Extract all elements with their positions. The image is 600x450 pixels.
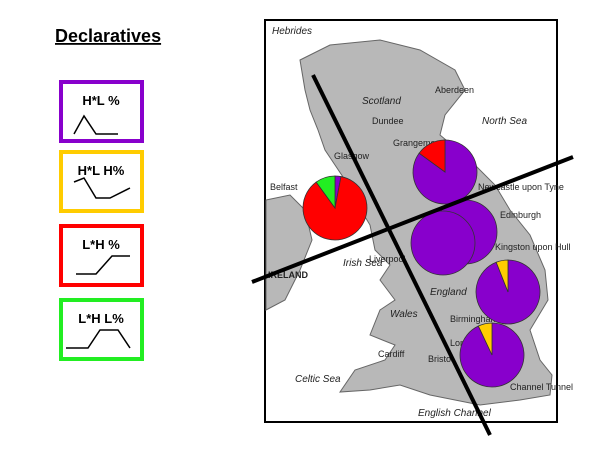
pie-slice <box>410 210 476 276</box>
divider-line <box>251 155 574 284</box>
map-label: Dundee <box>372 116 404 126</box>
legend-label: H*L H% <box>78 163 125 178</box>
legend-label: L*H % <box>82 237 120 252</box>
title: Declaratives <box>55 26 161 46</box>
pie-slice <box>418 139 446 173</box>
pie-slice <box>477 322 493 356</box>
legend-label: L*H L% <box>78 311 124 326</box>
map-label: Edinburgh <box>500 210 541 220</box>
map-label: Birmingham <box>450 314 498 324</box>
ireland <box>265 194 313 311</box>
divider-line <box>311 74 492 436</box>
map-label: Irish Sea <box>343 258 383 269</box>
legend-contour <box>76 255 130 275</box>
map-label: Newcastle upon Tyne <box>478 182 564 192</box>
map-label: Grangemouth <box>393 138 448 148</box>
map-label: Kingston upon Hull <box>495 242 571 252</box>
map-label: England <box>430 287 467 298</box>
legend-box <box>59 150 144 213</box>
legend-contour <box>73 114 118 135</box>
map-label: Wales <box>390 309 418 320</box>
map-label: Aberdeen <box>435 85 474 95</box>
legend-box <box>59 80 144 143</box>
pie-slice <box>315 175 336 210</box>
legend: H*L % H*L H% L*H % L*H L% <box>59 80 144 361</box>
legend-contour <box>66 329 131 349</box>
map-label: Scotland <box>362 96 401 107</box>
map-label: Liverpool <box>369 254 406 264</box>
pie-slice <box>495 259 509 293</box>
map-label: Celtic Sea <box>295 374 341 385</box>
map-label: Hebrides <box>272 26 312 37</box>
pies <box>302 139 541 388</box>
map-label: North Sea <box>482 116 527 127</box>
legend-contour <box>73 177 131 199</box>
map-label: English Channel <box>418 408 492 419</box>
map-label: IRELAND <box>268 270 308 280</box>
map-label: Channel Tunnel <box>510 382 573 392</box>
map-label: Cardiff <box>378 349 405 359</box>
map-label: Bristol <box>428 354 453 364</box>
map-label: Belfast <box>270 182 298 192</box>
legend-label: H*L % <box>82 93 120 108</box>
